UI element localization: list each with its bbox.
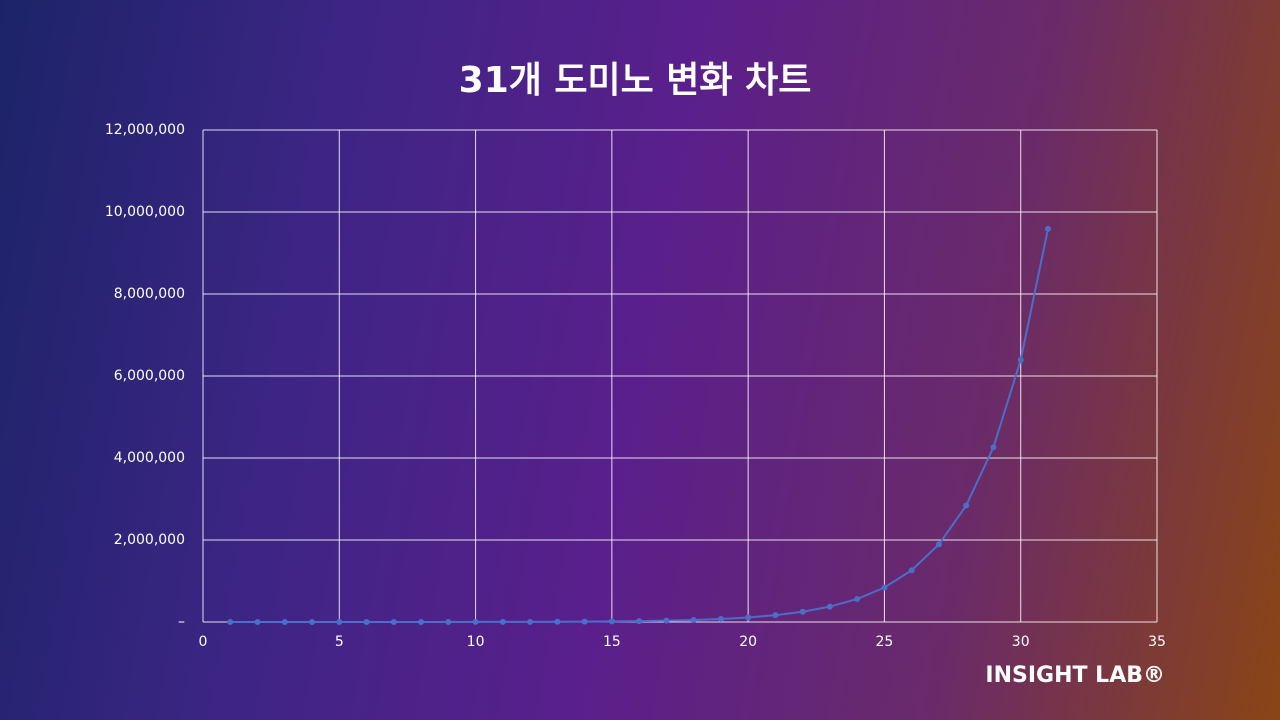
x-tick-label: 5	[335, 634, 344, 650]
x-tick-label: 0	[199, 634, 208, 650]
data-point	[826, 603, 833, 610]
x-tick-label: 20	[739, 634, 757, 650]
data-point	[309, 618, 316, 625]
data-point	[1017, 356, 1024, 363]
data-point	[499, 618, 506, 625]
data-point	[854, 595, 861, 602]
x-tick-label: 30	[1012, 634, 1030, 650]
data-point	[636, 618, 643, 625]
data-point	[254, 618, 261, 625]
y-tick-label: –	[178, 614, 185, 630]
data-point	[363, 618, 370, 625]
y-tick-label: 6,000,000	[114, 368, 185, 384]
data-point	[772, 612, 779, 619]
data-point	[745, 614, 752, 621]
data-point	[281, 618, 288, 625]
data-point	[390, 618, 397, 625]
x-tick-label: 35	[1148, 634, 1166, 650]
y-tick-label: 2,000,000	[114, 532, 185, 548]
data-point	[472, 618, 479, 625]
data-point	[963, 502, 970, 509]
data-point	[418, 618, 425, 625]
data-point	[445, 618, 452, 625]
data-point	[881, 584, 888, 591]
data-point	[908, 567, 915, 574]
data-point	[336, 618, 343, 625]
y-tick-label: 12,000,000	[105, 122, 185, 138]
y-tick-label: 10,000,000	[105, 204, 185, 220]
brand: INSIGHT LAB®	[985, 663, 1165, 688]
series-line	[230, 228, 1049, 623]
chart-title: 31개 도미노 변화 차트	[459, 60, 812, 101]
y-tick-label: 8,000,000	[114, 286, 185, 302]
data-point	[690, 616, 697, 623]
data-point	[799, 608, 806, 615]
data-point	[717, 615, 724, 622]
data-point	[227, 618, 234, 625]
data-point	[990, 444, 997, 451]
data-point	[554, 618, 561, 625]
x-tick-label: 10	[467, 634, 485, 650]
data-point	[1044, 225, 1051, 232]
data-point	[581, 618, 588, 625]
y-tick-label: 4,000,000	[114, 450, 185, 466]
data-point	[608, 618, 615, 625]
data-point	[527, 618, 534, 625]
data-point	[935, 541, 942, 548]
data-point	[663, 617, 670, 624]
x-tick-label: 25	[876, 634, 894, 650]
x-tick-label: 15	[603, 634, 621, 650]
